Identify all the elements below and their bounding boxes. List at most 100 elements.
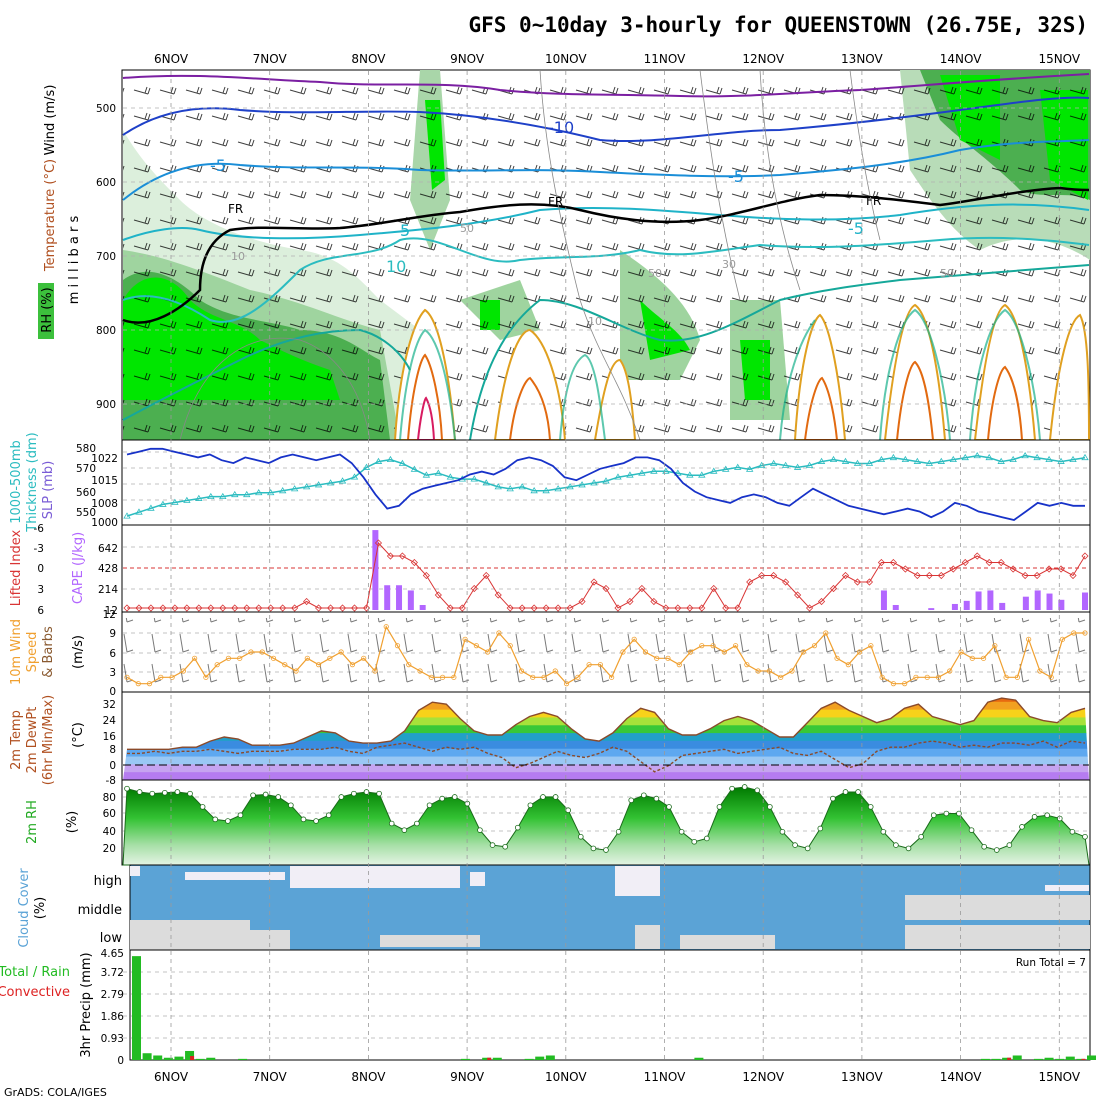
precip-bar xyxy=(482,1057,492,1060)
wind10-point xyxy=(778,674,784,680)
wind10-point xyxy=(620,649,626,655)
thickness-point xyxy=(243,490,251,498)
lifted-index-point xyxy=(578,597,586,606)
wind10-point xyxy=(203,674,209,680)
thickness-point xyxy=(686,471,694,478)
thickness-point xyxy=(937,457,946,464)
precip-y-axis: 4.65 3.72 2.79 1.86 0.93 0 xyxy=(101,948,125,1067)
thickness-point xyxy=(434,469,443,476)
precip-bar xyxy=(545,1055,555,1060)
upper-y-axis: 500 600 700 800 900 xyxy=(96,103,116,411)
temp2m-band xyxy=(123,772,1089,780)
contour-label: 10 xyxy=(588,315,602,328)
thickness-unit-label: Thickness (dm) xyxy=(25,432,40,532)
lifted-index-point xyxy=(135,604,143,612)
top-date-label: 11NOV xyxy=(644,52,686,66)
y-tick-label: 1000 xyxy=(91,517,118,529)
wind10-point xyxy=(327,655,333,661)
thickness-point xyxy=(853,459,862,466)
thickness-point xyxy=(350,473,359,480)
wind10-point xyxy=(676,662,682,668)
lifted-index-point xyxy=(698,604,706,612)
thickness-point xyxy=(470,475,478,482)
cape-bar xyxy=(987,590,994,610)
contour-label: FR xyxy=(866,194,881,208)
rh2m-point xyxy=(1006,842,1013,848)
lifted-index-point xyxy=(518,604,526,612)
wind10-label: 10m Wind xyxy=(9,619,24,685)
thickness-point xyxy=(889,453,898,461)
rh2m-point xyxy=(552,794,559,800)
rh2m-point xyxy=(325,812,332,818)
thickness-point xyxy=(949,455,957,463)
precip-conv-label: Convective xyxy=(0,985,70,1000)
thickness-point xyxy=(614,473,622,480)
wind10-panel: 12 9 6 3 0 10m Wind Speed & Barbs (m/s) xyxy=(9,609,1091,698)
rh2m-point xyxy=(792,842,798,848)
wind10-point xyxy=(642,649,649,655)
lifted-index-point xyxy=(746,578,754,586)
thickness-point xyxy=(171,498,179,505)
thickness-point xyxy=(781,461,790,468)
contour-label: -5 xyxy=(848,219,864,238)
thickness-point xyxy=(793,463,802,470)
y-tick-label: 0.93 xyxy=(101,1033,124,1045)
temperature-label: Temperature (°C) xyxy=(43,159,58,272)
top-date-label: 15NOV xyxy=(1038,52,1080,66)
wind10-point xyxy=(518,668,525,674)
rh2m-point xyxy=(250,792,256,799)
contour-labels: -10 -5 -5 -5 5 10 FR FR FR 50 50 50 30 1… xyxy=(210,118,954,328)
wind10-point xyxy=(338,649,344,655)
rh2m-point xyxy=(540,794,546,800)
wind10-point xyxy=(282,662,288,668)
rh2m-point xyxy=(451,794,458,800)
lifted-index-point xyxy=(614,604,622,612)
wind10-point xyxy=(868,643,874,649)
precip-bar xyxy=(132,956,141,1060)
precip-bar xyxy=(991,1058,1001,1060)
thickness-point xyxy=(1069,455,1077,463)
wind10-point xyxy=(563,681,570,687)
precip-bar xyxy=(142,1053,152,1060)
lifted-index-series-line xyxy=(127,541,1086,609)
rh2m-point xyxy=(993,847,1000,853)
top-date-label: 12NOV xyxy=(742,52,784,66)
rh2m-point xyxy=(237,812,244,818)
lifted-index-point xyxy=(566,604,574,612)
rh2m-point xyxy=(262,791,269,798)
thickness-point xyxy=(626,471,634,478)
slp-label: SLP (mb) xyxy=(41,461,56,520)
wind10-point xyxy=(879,674,885,680)
rh2m-point xyxy=(943,810,950,817)
lifted-index-point xyxy=(554,604,562,612)
wind10-point xyxy=(507,643,513,649)
cape-y-axis: -6 -3 0 3 6 642 428 214 12 xyxy=(34,523,119,617)
rh2m-unit-label: (%) xyxy=(65,811,80,834)
wind10-point xyxy=(237,655,243,661)
rh2m-point xyxy=(225,818,231,824)
rh2m-point xyxy=(162,789,168,796)
wind10-point xyxy=(428,674,434,680)
rh2m-point xyxy=(968,827,975,833)
thickness-point xyxy=(769,459,778,466)
y-tick-label: 8 xyxy=(109,744,116,756)
rh2m-point xyxy=(641,792,647,799)
wind10-point xyxy=(496,630,502,636)
rh2m-point xyxy=(426,802,433,809)
y-tick-label: 500 xyxy=(96,103,116,115)
wind10-barbs xyxy=(123,618,1089,690)
wind10-point xyxy=(259,649,265,655)
lifted-index-point xyxy=(279,604,287,612)
y-tick-label: 642 xyxy=(98,543,118,555)
contour-label: 10 xyxy=(386,257,406,276)
contour-label: -10 xyxy=(548,118,574,137)
thickness-point xyxy=(650,467,658,474)
lifted-index-point xyxy=(542,604,550,612)
thickness-point xyxy=(159,500,167,507)
precip-frame xyxy=(129,949,1091,1061)
rh2m-point xyxy=(830,795,836,802)
thickness-point xyxy=(985,453,993,461)
temp2m-panel: 32 24 168 0 -8 2m Temp 2m DewPt (6hr Min/Max… xyxy=(9,691,1091,787)
rh2m-point xyxy=(514,824,521,831)
